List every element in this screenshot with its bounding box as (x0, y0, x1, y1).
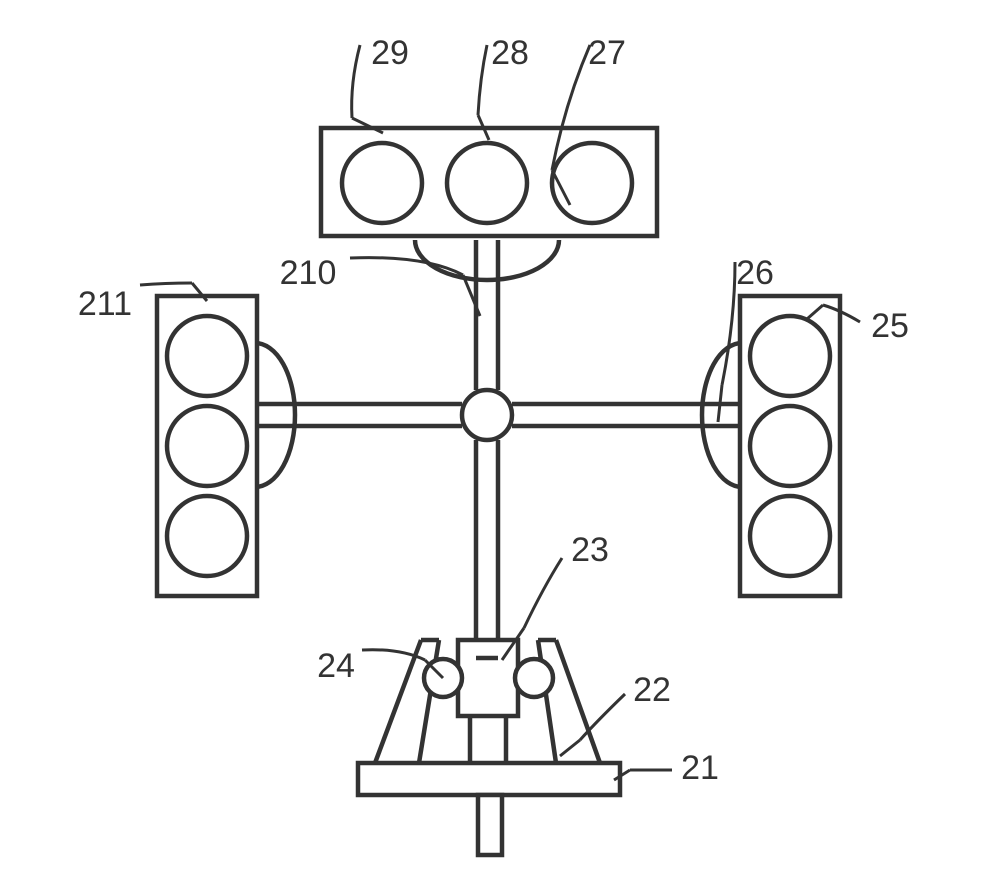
leader-line (580, 694, 625, 740)
base-post (478, 795, 502, 855)
saucer-icon (255, 343, 295, 487)
saucer-icon (702, 343, 742, 487)
base-support-left (375, 640, 421, 763)
leader-tick (718, 385, 722, 422)
callout-label-25: 25 (871, 307, 909, 345)
leader-line (478, 45, 487, 115)
base-knob-right (515, 659, 553, 697)
center-joint-icon (462, 390, 512, 440)
callout-label-27: 27 (588, 34, 626, 72)
leader-line (524, 558, 562, 628)
base-plate (358, 763, 620, 795)
leader-line (140, 283, 192, 285)
leader-tick (560, 740, 580, 756)
callout-label-24: 24 (317, 647, 355, 685)
callout-label-21: 21 (681, 749, 719, 787)
callout-label-22: 22 (633, 671, 671, 709)
leader-line (352, 45, 360, 118)
saucer-icon (415, 240, 559, 280)
base-support-right (556, 640, 600, 763)
leader-line (722, 262, 735, 385)
callout-label-26: 26 (736, 254, 774, 292)
callout-label-211: 211 (78, 285, 132, 323)
callout-label-28: 28 (491, 34, 529, 72)
callout-label-29: 29 (371, 34, 409, 72)
callout-label-210: 210 (280, 254, 337, 292)
callout-label-23: 23 (571, 531, 609, 569)
